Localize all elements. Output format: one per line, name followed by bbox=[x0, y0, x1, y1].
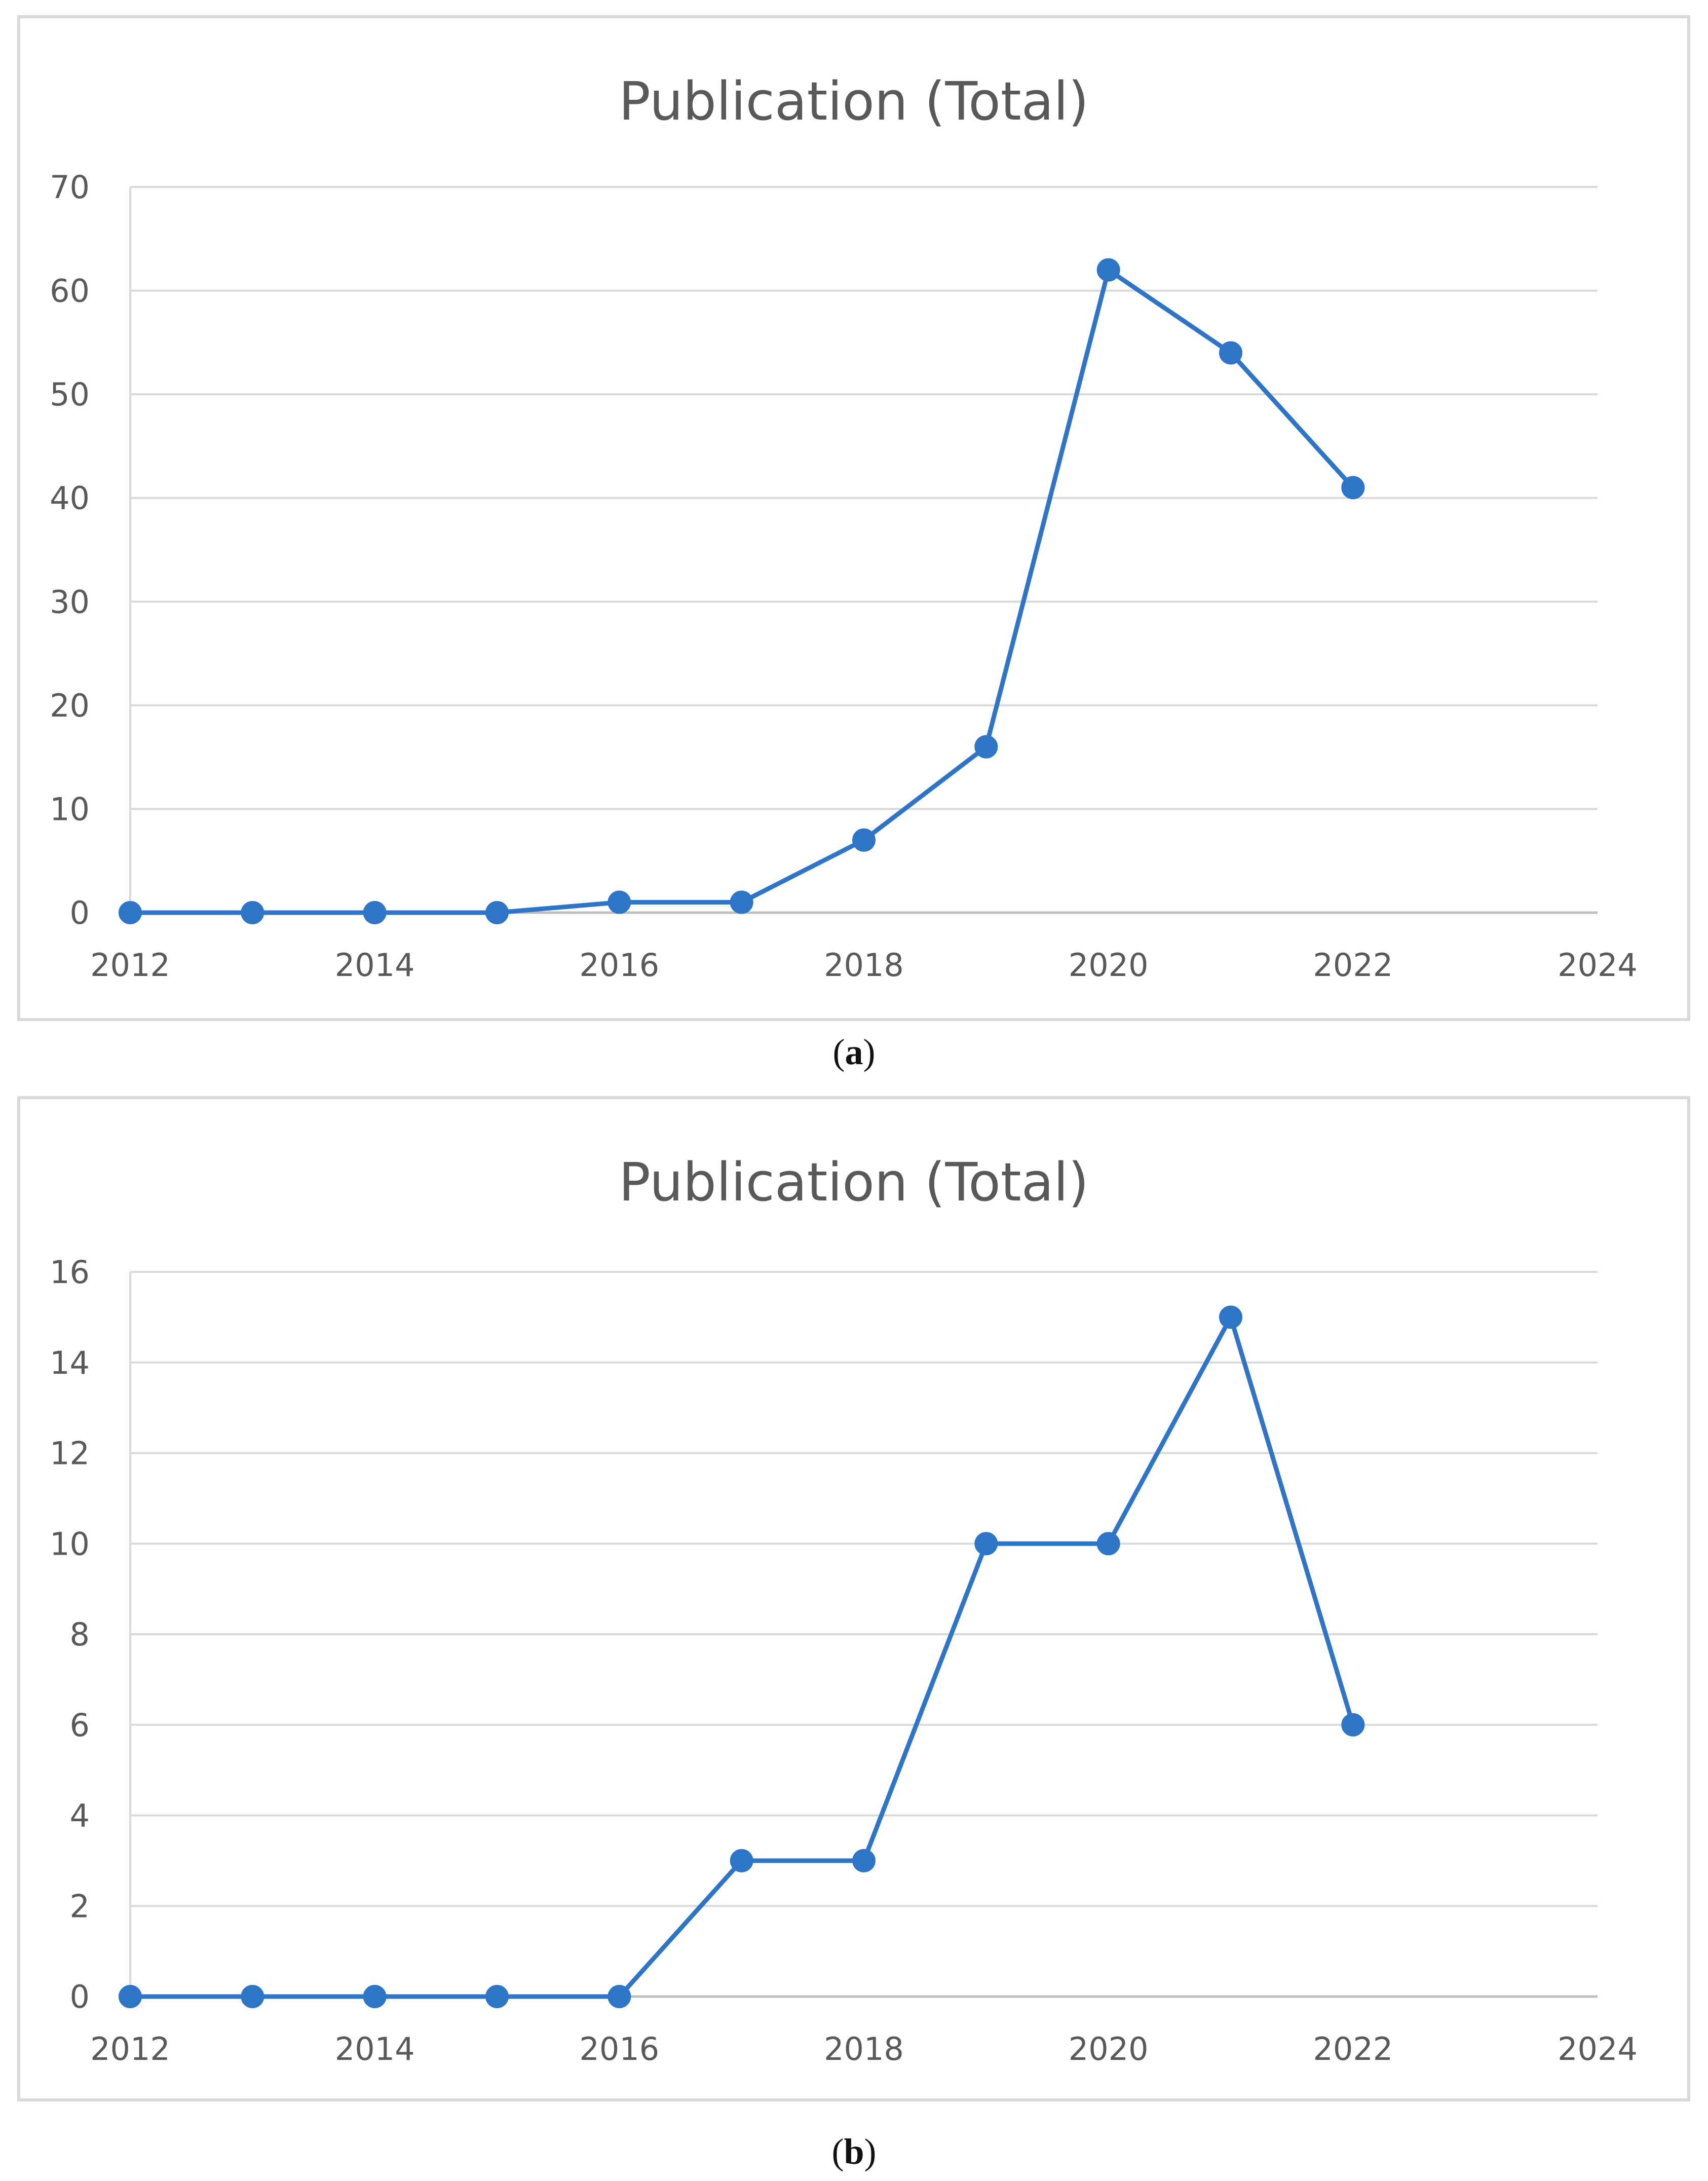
chart-panel-b: Publication (Total) 0 2 4 6 8 10 12 14 16 2012 2014… bbox=[17, 1096, 1690, 2101]
data-point-b-2015 bbox=[485, 1985, 509, 2008]
line-chart-a: Publication (Total) 0 10 20 30 40 50 60 70 2012 20… bbox=[50, 70, 1638, 984]
series-line-a-0 bbox=[128, 268, 1355, 915]
data-point-b-2013 bbox=[241, 1985, 264, 2008]
y-tick-label-b-0: 0 bbox=[70, 1978, 90, 2015]
y-tick-label-b-6: 12 bbox=[50, 1435, 90, 1472]
data-point-b-2017 bbox=[730, 1849, 753, 1872]
y-tick-label-b-2: 4 bbox=[70, 1797, 90, 1834]
x-tick-label-a-1: 2014 bbox=[335, 947, 415, 984]
x-tick-label-a-5: 2022 bbox=[1313, 947, 1393, 984]
data-point-b-2020 bbox=[1096, 1532, 1120, 1556]
x-tick-label-b-6: 2024 bbox=[1558, 2030, 1638, 2067]
x-tick-label-b-2: 2016 bbox=[579, 2030, 659, 2067]
chart-panel-a: Publication (Total) 0 10 20 30 40 50 60 70 2012 20… bbox=[17, 15, 1690, 1021]
y-tick-label-a-5: 50 bbox=[50, 376, 90, 413]
caption-b-letter: b bbox=[844, 2131, 864, 2172]
data-point-b-2022 bbox=[1341, 1713, 1365, 1737]
series-line-b-0 bbox=[128, 1314, 1355, 1999]
y-tick-label-b-4: 8 bbox=[70, 1616, 90, 1653]
x-tick-label-b-0: 2012 bbox=[90, 2030, 170, 2067]
data-point-a-2012 bbox=[119, 901, 142, 924]
data-point-b-2019 bbox=[974, 1532, 998, 1556]
y-tick-label-b-1: 2 bbox=[70, 1888, 90, 1925]
y-tick-label-a-4: 40 bbox=[50, 480, 90, 517]
x-tick-label-b-3: 2018 bbox=[824, 2030, 904, 2067]
y-tick-label-b-3: 6 bbox=[70, 1707, 90, 1744]
chart-title-a: Publication (Total) bbox=[619, 70, 1089, 132]
y-tick-label-a-1: 10 bbox=[50, 791, 90, 828]
y-tick-label-a-3: 30 bbox=[50, 583, 90, 620]
y-tick-label-b-8: 16 bbox=[50, 1254, 90, 1291]
data-point-a-2019 bbox=[974, 735, 998, 759]
y-tick-label-a-7: 70 bbox=[50, 169, 90, 206]
y-tick-label-a-6: 60 bbox=[50, 273, 90, 310]
y-tick-label-a-0: 0 bbox=[70, 894, 90, 931]
caption-a-letter: a bbox=[845, 1032, 863, 1072]
data-point-a-2020 bbox=[1096, 258, 1120, 282]
data-point-b-2016 bbox=[608, 1985, 631, 2008]
x-tick-label-a-2: 2016 bbox=[579, 947, 659, 984]
data-point-a-2018 bbox=[852, 828, 876, 852]
x-tick-label-b-5: 2022 bbox=[1313, 2030, 1393, 2067]
line-chart-b: Publication (Total) 0 2 4 6 8 10 12 14 16 2012 2014… bbox=[50, 1151, 1638, 2067]
y-tick-label-a-2: 20 bbox=[50, 687, 90, 724]
data-point-a-2013 bbox=[241, 901, 264, 924]
chart-title-b: Publication (Total) bbox=[619, 1151, 1089, 1213]
caption-b: (b) bbox=[831, 2131, 877, 2172]
data-point-b-2021 bbox=[1219, 1305, 1242, 1329]
x-tick-label-b-4: 2020 bbox=[1069, 2030, 1149, 2067]
data-point-b-2014 bbox=[363, 1985, 387, 2008]
data-point-a-2015 bbox=[485, 901, 509, 924]
data-point-a-2016 bbox=[608, 890, 631, 914]
x-tick-label-a-6: 2024 bbox=[1558, 947, 1638, 984]
x-tick-label-b-1: 2014 bbox=[335, 2030, 415, 2067]
x-tick-label-a-3: 2018 bbox=[824, 947, 904, 984]
data-point-a-2022 bbox=[1341, 476, 1365, 500]
caption-a: (a) bbox=[832, 1032, 876, 1072]
data-point-a-2021 bbox=[1219, 341, 1242, 365]
y-tick-label-b-5: 10 bbox=[50, 1525, 90, 1562]
x-tick-label-a-0: 2012 bbox=[90, 947, 170, 984]
data-point-b-2012 bbox=[119, 1985, 142, 2008]
x-tick-label-a-4: 2020 bbox=[1069, 947, 1149, 984]
data-point-a-2017 bbox=[730, 890, 753, 914]
data-point-a-2014 bbox=[363, 901, 387, 924]
data-point-b-2018 bbox=[852, 1849, 876, 1872]
y-tick-label-b-7: 14 bbox=[50, 1344, 90, 1381]
